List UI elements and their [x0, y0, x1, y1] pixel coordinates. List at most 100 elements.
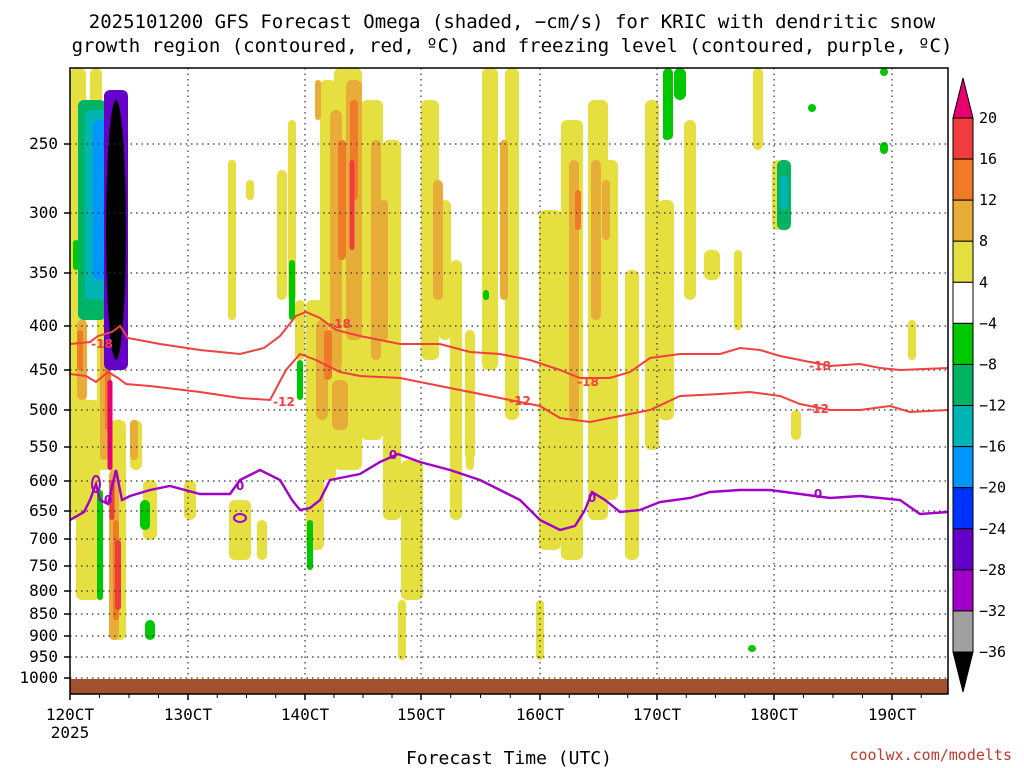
x-tick-label: 180CT [750, 705, 799, 724]
omega-shade-4-8 [645, 100, 659, 450]
omega-shade-neg-16-20 [93, 120, 107, 280]
x-tick-label: 160CT [516, 705, 565, 724]
omega-shade-4-8 [76, 400, 100, 600]
freezing-level-label: 0 [236, 479, 244, 493]
colorbar-band [952, 405, 974, 448]
colorbar-band [952, 363, 974, 407]
x-axis-year-label: 2025 [51, 723, 90, 742]
freezing-level-label: 0 [814, 487, 822, 501]
omega-shade-4-8 [277, 170, 287, 300]
omega-shade-12-16 [324, 330, 332, 380]
colorbar-band [952, 528, 974, 571]
omega-shade-4-8 [602, 160, 618, 500]
colorbar-band [952, 158, 974, 201]
colorbar-label: −28 [979, 561, 1006, 579]
colorbar-band [952, 446, 974, 489]
chart-title-line-1: 2025101200 GFS Forecast Omega (shaded, −… [89, 11, 936, 33]
omega-shade-8-12 [332, 380, 348, 430]
dgz-upper-label: -18 [809, 359, 831, 373]
dgz-lower-label: -12 [273, 395, 295, 409]
omega-shade-neg-4-8 [73, 240, 79, 270]
y-axis: 250 300 350 400 450 500 550 600 650 700 750 800 850 9… [19, 134, 70, 687]
ground-surface [70, 679, 948, 694]
plot-area: -18 -18 -18 -18 -12 -12 -12 0 0 0 0 0 [70, 68, 948, 694]
omega-shade-neg-4-8 [145, 620, 155, 640]
colorbar-label: 16 [979, 150, 997, 168]
x-tick-label: 140CT [281, 705, 330, 724]
colorbar-label: 4 [979, 273, 988, 291]
omega-shade-neg-4-8 [663, 124, 669, 140]
dgz-upper-label: -18 [577, 375, 599, 389]
omega-shading-layer [70, 68, 916, 690]
y-tick-label: 250 [29, 134, 58, 153]
colorbar-label: 8 [979, 232, 988, 250]
x-tick-label: 150CT [397, 705, 446, 724]
omega-shade-above-20 [107, 380, 113, 470]
colorbar-band [952, 610, 974, 653]
omega-shade-8-12 [433, 180, 443, 300]
omega-shade-4-8 [704, 250, 720, 280]
omega-shade-12-16 [338, 140, 346, 260]
credit-text: coolwx.com/modelts [849, 746, 1012, 764]
omega-shade-12-16 [77, 330, 83, 370]
dgz-lower-label: -12 [509, 394, 531, 408]
colorbar-label: −4 [979, 314, 997, 332]
colorbar-bottom-triangle [952, 651, 974, 693]
x-tick-label: 120CT [46, 705, 95, 724]
y-tick-label: 450 [29, 360, 58, 379]
y-tick-label: 400 [29, 316, 58, 335]
omega-shade-4-8 [246, 180, 254, 200]
omega-shade-4-8 [288, 120, 296, 300]
y-tick-label: 1000 [19, 668, 58, 687]
omega-shade-neg-4-8 [674, 68, 686, 100]
x-tick-label: 130CT [164, 705, 213, 724]
colorbar-band [952, 117, 974, 160]
freezing-level-loop [91, 475, 101, 493]
y-tick-label: 750 [29, 556, 58, 575]
omega-shade-4-8 [734, 250, 742, 330]
colorbar-label: −20 [979, 479, 1006, 497]
freezing-level-label: 0 [588, 491, 596, 505]
contour-layer: -18 -18 -18 -18 -12 -12 -12 0 0 0 0 0 [70, 310, 948, 532]
y-tick-label: 650 [29, 501, 58, 520]
dgz-lower-contour [70, 352, 948, 424]
y-tick-label: 950 [29, 647, 58, 666]
omega-shade-neg-4-8 [483, 290, 489, 300]
omega-shade-4-8 [257, 520, 267, 560]
omega-shade-neg-4-8 [880, 142, 888, 154]
y-tick-label: 900 [29, 626, 58, 645]
omega-shade-neg-4-8 [307, 520, 313, 570]
omega-shade-4-8 [658, 200, 674, 420]
omega-shade-neg-4-8 [748, 645, 756, 652]
omega-shade-neg-4-8 [808, 104, 816, 112]
dgz-upper-label: -18 [329, 317, 351, 331]
y-tick-label: 600 [29, 471, 58, 490]
omega-shade-neg-4-8 [297, 360, 303, 400]
dgz-upper-label: -18 [91, 337, 113, 351]
omega-shade-8-12 [371, 140, 381, 360]
colorbar-label: −32 [979, 602, 1006, 620]
omega-shade-4-8 [398, 600, 406, 660]
y-tick-label: 500 [29, 400, 58, 419]
omega-shade-8-12 [315, 80, 321, 120]
y-tick-label: 800 [29, 581, 58, 600]
omega-shade-neg-4-8 [880, 68, 888, 76]
colorbar-label: −24 [979, 520, 1006, 538]
colorbar-band [952, 240, 974, 283]
omega-shade-neg-4-8 [140, 500, 150, 530]
omega-shade-neg-12-16 [780, 175, 788, 210]
y-tick-label: 300 [29, 203, 58, 222]
omega-shade-4-8 [229, 500, 251, 560]
y-tick-label: 550 [29, 437, 58, 456]
omega-shade-8-12 [591, 160, 601, 320]
colorbar-label: 20 [979, 109, 997, 127]
colorbar-label: 12 [979, 191, 997, 209]
colorbar-band [952, 281, 974, 324]
omega-shade-4-8 [295, 300, 305, 360]
colorbar-band [952, 322, 974, 365]
omega-shade-4-8 [908, 320, 916, 360]
colorbar-band [952, 487, 974, 530]
omega-shade-8-12 [380, 200, 388, 340]
omega-shade-4-8 [625, 270, 639, 560]
